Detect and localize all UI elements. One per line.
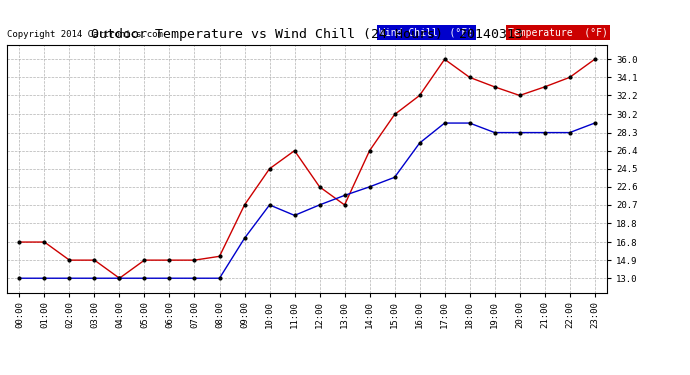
Title: Outdoor Temperature vs Wind Chill (24 Hours)  20140313: Outdoor Temperature vs Wind Chill (24 Ho… (91, 28, 523, 41)
Text: Copyright 2014 Cartronics.com: Copyright 2014 Cartronics.com (7, 30, 163, 39)
Text: Temperature  (°F): Temperature (°F) (508, 28, 608, 38)
Text: Wind Chill  (°F): Wind Chill (°F) (379, 28, 473, 38)
